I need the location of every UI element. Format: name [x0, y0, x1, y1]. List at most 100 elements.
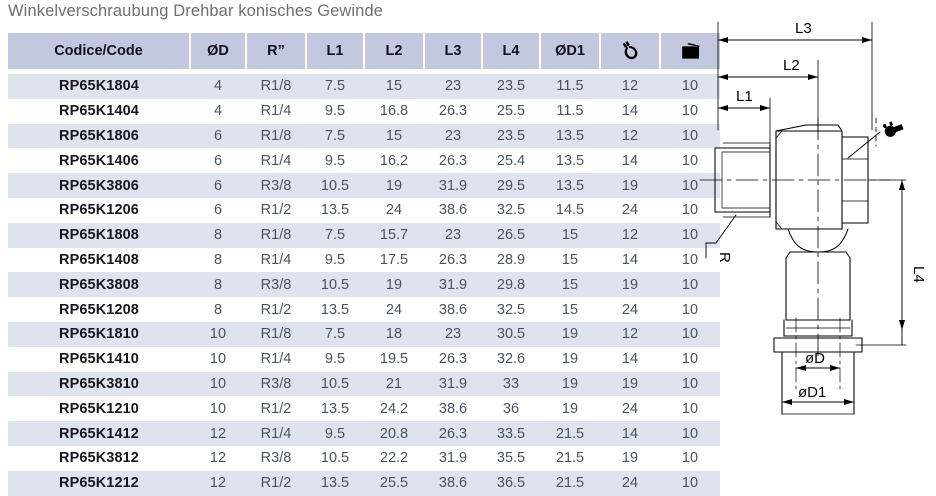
- table-row[interactable]: RP65K1806 6 R1/8 7.5 15 23 23.5 13.5 12 10: [8, 123, 720, 149]
- table-row[interactable]: RP65K1208 8 R1/2 13.5 24 38.6 32.5 15 24 10: [8, 297, 720, 322]
- cell-od1: 19: [540, 371, 600, 397]
- table-header: Codice/Code ØD R” L1 L2 L3 L4 ØD1: [8, 33, 720, 69]
- cell-wrench: 14: [600, 98, 660, 124]
- cell-l2: 17.5: [364, 247, 424, 273]
- cell-wrench: 19: [600, 445, 660, 471]
- cell-l4: 36.5: [482, 470, 540, 496]
- cell-l2: 21: [364, 371, 424, 397]
- cell-l3: 26.3: [424, 247, 482, 273]
- cell-wrench: 14: [600, 247, 660, 273]
- cell-od: 10: [190, 346, 246, 372]
- cell-l2: 19.5: [364, 346, 424, 372]
- cell-od: 8: [190, 297, 246, 322]
- cell-l4: 36: [482, 396, 540, 422]
- table-row[interactable]: RP65K1412 12 R1/4 9.5 20.8 26.3 33.5 21.5 14 10: [8, 421, 720, 446]
- cell-code: RP65K1810: [8, 321, 190, 347]
- column-header-code[interactable]: Codice/Code: [8, 33, 191, 69]
- table-row[interactable]: RP65K1408 8 R1/4 9.5 17.5 26.3 28.9 15 14 10: [8, 247, 720, 273]
- column-header-l1[interactable]: L1: [306, 33, 365, 69]
- cell-l3: 26.3: [424, 98, 482, 124]
- cell-od1: 21.5: [540, 445, 600, 471]
- cell-l1: 13.5: [306, 197, 364, 223]
- cell-code: RP65K1212: [8, 470, 190, 496]
- cell-l2: 24: [364, 197, 424, 223]
- cell-l4: 25.5: [482, 98, 540, 124]
- column-header-od1[interactable]: ØD1: [540, 33, 601, 69]
- cell-l4: 32.5: [482, 197, 540, 223]
- cell-pack: 10: [660, 421, 720, 446]
- cell-code: RP65K1808: [8, 222, 190, 248]
- column-header-r[interactable]: R”: [246, 33, 307, 69]
- cell-r: R1/8: [246, 123, 306, 149]
- cell-l2: 19: [364, 272, 424, 298]
- cell-l2: 16.8: [364, 98, 424, 124]
- cell-od1: 15: [540, 272, 600, 298]
- cell-od1: 21.5: [540, 421, 600, 446]
- package-box-icon: [679, 40, 703, 62]
- table-row[interactable]: RP65K1210 10 R1/2 13.5 24.2 38.6 36 19 24 10: [8, 396, 720, 422]
- cell-pack: 10: [660, 74, 720, 99]
- cell-l4: 29.5: [482, 173, 540, 198]
- column-header-l4[interactable]: L4: [482, 33, 541, 69]
- cell-od: 8: [190, 222, 246, 248]
- cell-pack: 10: [660, 98, 720, 124]
- cell-od: 12: [190, 470, 246, 496]
- cell-l2: 18: [364, 321, 424, 347]
- cell-od1: 13.5: [540, 173, 600, 198]
- table-row[interactable]: RP65K1804 4 R1/8 7.5 15 23 23.5 11.5 12 10: [8, 74, 720, 99]
- cell-r: R3/8: [246, 272, 306, 298]
- cell-od: 12: [190, 421, 246, 446]
- cell-l3: 26.3: [424, 421, 482, 446]
- cell-od1: 15: [540, 247, 600, 273]
- cell-od1: 21.5: [540, 470, 600, 496]
- table-header-row: Codice/Code ØD R” L1 L2 L3 L4 ØD1: [8, 33, 720, 69]
- table-row[interactable]: RP65K1212 12 R1/2 13.5 25.5 38.6 36.5 21.5 24 10: [8, 470, 720, 496]
- cell-wrench: 12: [600, 74, 660, 99]
- cell-l1: 9.5: [306, 98, 364, 124]
- cell-od: 10: [190, 321, 246, 347]
- column-header-l3[interactable]: L3: [424, 33, 483, 69]
- dimension-label-l4: L4: [910, 266, 927, 283]
- table-row[interactable]: RP65K1406 6 R1/4 9.5 16.2 26.3 25.4 13.5 14 10: [8, 148, 720, 174]
- cell-l4: 25.4: [482, 148, 540, 174]
- table-body: RP65K1804 4 R1/8 7.5 15 23 23.5 11.5 12 10 RP65K14…: [8, 69, 720, 496]
- dimension-label-l1: L1: [736, 88, 753, 105]
- cell-l2: 20.8: [364, 421, 424, 446]
- cell-wrench: 19: [600, 371, 660, 397]
- table-row[interactable]: RP65K1410 10 R1/4 9.5 19.5 26.3 32.6 19 14 10: [8, 346, 720, 372]
- table-row[interactable]: RP65K1206 6 R1/2 13.5 24 38.6 32.5 14.5 24 10: [8, 197, 720, 223]
- cell-r: R1/2: [246, 396, 306, 422]
- dimension-label-l3: L3: [795, 20, 812, 37]
- cell-l4: 26.5: [482, 222, 540, 248]
- column-header-package-qty[interactable]: [660, 33, 720, 69]
- cell-r: R1/4: [246, 421, 306, 446]
- cell-code: RP65K1804: [8, 74, 190, 99]
- cell-l3: 23: [424, 74, 482, 99]
- table-row[interactable]: RP65K1404 4 R1/4 9.5 16.8 26.3 25.5 11.5 14 10: [8, 98, 720, 124]
- cell-wrench: 12: [600, 123, 660, 149]
- cell-od1: 13.5: [540, 123, 600, 149]
- cell-code: RP65K3810: [8, 371, 190, 397]
- table-row[interactable]: RP65K3806 6 R3/8 10.5 19 31.9 29.5 13.5 19 10: [8, 173, 720, 198]
- column-header-od[interactable]: ØD: [190, 33, 247, 69]
- column-header-wrench-size[interactable]: [600, 33, 661, 69]
- table-row[interactable]: RP65K3812 12 R3/8 10.5 22.2 31.9 35.5 21.5 19 10: [8, 445, 720, 471]
- dimension-label-od: øD: [805, 350, 825, 367]
- cell-od: 6: [190, 197, 246, 223]
- table-row[interactable]: RP65K3808 8 R3/8 10.5 19 31.9 29.8 15 19 10: [8, 272, 720, 298]
- table-row[interactable]: RP65K1810 10 R1/8 7.5 18 23 30.5 19 12 10: [8, 321, 720, 347]
- column-header-l2[interactable]: L2: [364, 33, 425, 69]
- cell-wrench: 12: [600, 321, 660, 347]
- cell-pack: 10: [660, 247, 720, 273]
- table-row[interactable]: RP65K3810 10 R3/8 10.5 21 31.9 33 19 19 10: [8, 371, 720, 397]
- cell-wrench: 19: [600, 272, 660, 298]
- cell-l1: 13.5: [306, 470, 364, 496]
- cell-od1: 11.5: [540, 74, 600, 99]
- table-row[interactable]: RP65K1808 8 R1/8 7.5 15.7 23 26.5 15 12 10: [8, 222, 720, 248]
- cell-l2: 15: [364, 74, 424, 99]
- cell-od: 6: [190, 148, 246, 174]
- cell-r: R1/8: [246, 222, 306, 248]
- cell-l1: 10.5: [306, 173, 364, 198]
- cell-l1: 7.5: [306, 321, 364, 347]
- cell-l2: 15: [364, 123, 424, 149]
